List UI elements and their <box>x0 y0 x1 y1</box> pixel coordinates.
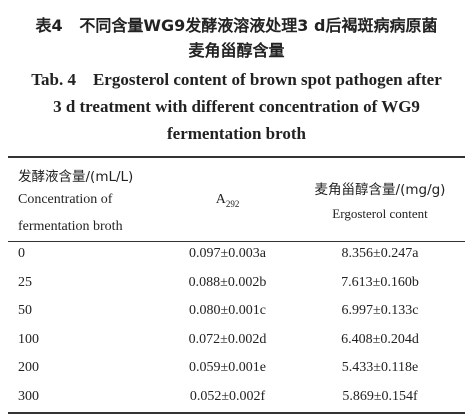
header-cell: A292 <box>150 192 305 209</box>
table-cell: 5.433±0.118e <box>341 360 419 376</box>
table-cell: 6.997±0.133c <box>341 303 419 319</box>
header-cell: fermentation broth <box>18 219 123 234</box>
table-cell: 0 <box>18 246 25 261</box>
table-cell: 8.356±0.247a <box>341 246 419 261</box>
table-cell: 0.072±0.002d <box>188 331 267 347</box>
caption-en-text: Ergosterol content of brown spot pathoge… <box>92 70 442 89</box>
caption-en-text: fermentation broth <box>167 124 306 143</box>
caption-zh-text: 不同含量WG9发酵液溶液处理3 d后褐斑病病原菌 <box>79 16 438 35</box>
header-cell: 麦角甾醇含量/(mg/g) <box>314 182 446 198</box>
table-bottom-rule <box>8 412 465 414</box>
table-cell: 25 <box>18 274 32 290</box>
table-cell: 0.059±0.001e <box>189 360 266 376</box>
table-cell: 0.088±0.002b <box>188 274 267 290</box>
table-cell: 6.408±0.204d <box>341 331 419 347</box>
table-top-rule <box>8 156 465 158</box>
table-cell: 200 <box>18 360 39 376</box>
caption-zh-text: 麦角甾醇含量 <box>188 41 285 60</box>
caption-en-label: Tab. 4 <box>31 70 76 89</box>
caption-zh-label: 表4 <box>35 16 63 35</box>
header-subscript: 292 <box>225 198 240 209</box>
header-rule <box>8 241 465 242</box>
header-cell: Ergosterol content <box>332 206 428 221</box>
table-cell: 0.052±0.002f <box>189 389 266 404</box>
caption-zh-line: 表4 不同含量WG9发酵液溶液处理3 d后褐斑病病原菌 <box>0 12 473 36</box>
header-cell: Concentration of <box>18 192 113 207</box>
table-cell: 100 <box>18 331 39 347</box>
caption-en-text: 3 d treatment with different concentrati… <box>53 97 420 116</box>
table-cell: 0.097±0.003a <box>189 246 266 261</box>
header-cell: 发酵液含量/(mL/L) <box>18 169 134 185</box>
header-symbol: A <box>215 192 226 207</box>
table-cell: 5.869±0.154f <box>342 389 418 404</box>
table-cell: 50 <box>18 303 32 319</box>
table-cell: 7.613±0.160b <box>341 274 419 290</box>
table-cell: 300 <box>18 389 39 404</box>
caption-en-line: Tab. 4 Ergosterol content of brown spot … <box>0 70 473 90</box>
table-cell: 0.080±0.001c <box>189 303 266 319</box>
